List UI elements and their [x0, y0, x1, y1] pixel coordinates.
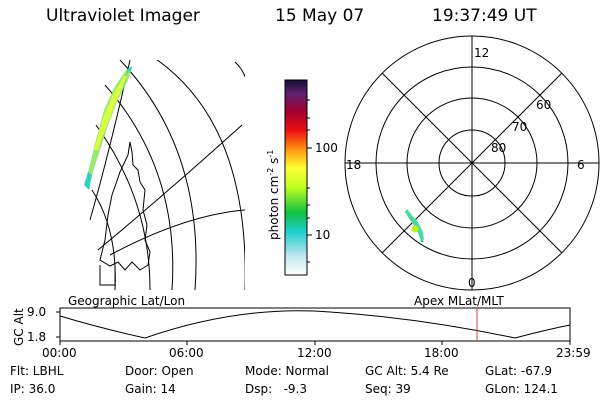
- polar-emission-peak: [411, 225, 419, 233]
- info-glat: GLat: -67.9: [485, 364, 552, 378]
- colorbar-axis-label: photon cm-2 s-1: [266, 149, 281, 240]
- orbit-x-tick-0000: 00:00: [42, 346, 77, 360]
- info-filter: Flt: LBHL: [10, 364, 64, 378]
- info-seq: Seq: 39: [365, 382, 411, 396]
- polar-label-0: 0: [468, 276, 476, 290]
- info-mode: Mode: Normal: [245, 364, 329, 378]
- aurora-emission: [84, 66, 132, 190]
- orbit-y-tick-9: 9.0: [27, 305, 47, 319]
- colorbar: [284, 79, 308, 276]
- orbit-x-tick-1800: 18:00: [424, 346, 459, 360]
- info-dsp: Dsp: -9.3: [245, 382, 308, 396]
- map-arc-2: [104, 84, 174, 290]
- coastline: [99, 141, 151, 271]
- map-limb-arc-outer: [156, 60, 245, 290]
- info-ip: IP: 36.0: [10, 382, 56, 396]
- geographic-panel-label: Geographic Lat/Lon: [68, 294, 186, 308]
- orbit-altitude-curve: [59, 310, 571, 339]
- polar-lat-label-80: 80: [491, 141, 507, 155]
- map-meridian-2: [97, 124, 243, 251]
- apex-panel-label: Apex MLat/MLT: [414, 294, 504, 308]
- polar-diagonal-2: [381, 72, 563, 254]
- map-meridian-3: [109, 209, 245, 256]
- polar-label-18: 18: [346, 158, 362, 172]
- polar-lat-label-60: 60: [536, 98, 552, 112]
- colorbar-tick-100: 100: [315, 141, 338, 155]
- polar-lat-label-70: 70: [512, 120, 528, 134]
- map-box: [99, 265, 116, 286]
- polar-plot: [344, 35, 600, 291]
- info-gc-alt: GC Alt: 5.4 Re: [365, 364, 449, 378]
- time-label: 19:37:49 UT: [432, 6, 537, 26]
- orbit-x-tick-2359: 23:59: [556, 346, 591, 360]
- polar-label-12: 12: [474, 46, 490, 60]
- map-arc-3: [95, 124, 151, 290]
- orbit-y-axis-label: GC Alt: [12, 308, 26, 346]
- map-arc-4: [91, 189, 116, 290]
- orbit-x-tick-0600: 06:00: [169, 346, 204, 360]
- orbit-x-ticks: [56, 311, 571, 345]
- map-limb-edge: [234, 61, 245, 78]
- date-label: 15 May 07: [275, 6, 365, 26]
- colorbar-ticks: [307, 99, 312, 263]
- info-glon: GLon: 124.1: [485, 382, 558, 396]
- info-gain: Gain: 14: [125, 382, 176, 396]
- app-title: Ultraviolet Imager: [46, 6, 200, 26]
- polar-emission: [405, 209, 424, 242]
- colorbar-tick-10: 10: [315, 228, 331, 242]
- orbit-x-tick-1200: 12:00: [297, 346, 332, 360]
- info-door: Door: Open: [125, 364, 194, 378]
- polar-label-6: 6: [577, 158, 585, 172]
- map-arc-1: [119, 60, 197, 290]
- orbit-y-tick-1-8: 1.8: [27, 330, 47, 344]
